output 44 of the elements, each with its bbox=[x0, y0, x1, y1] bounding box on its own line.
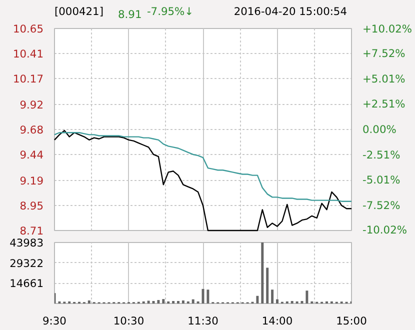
bar bbox=[261, 242, 264, 304]
y-tick-label: 14661 bbox=[10, 277, 44, 290]
bar bbox=[182, 300, 184, 304]
y-tick-label: 43983 bbox=[10, 236, 44, 250]
bar bbox=[157, 300, 160, 304]
bar bbox=[306, 290, 308, 304]
text: -7.95%↓ bbox=[146, 5, 194, 18]
x-tick-label: 14:00 bbox=[262, 314, 293, 328]
text: 8.91 bbox=[118, 8, 142, 22]
bar bbox=[162, 299, 165, 304]
bar bbox=[147, 300, 150, 304]
y2-tick-label: -5.01% bbox=[362, 174, 400, 186]
y-tick-label: 9.19 bbox=[20, 174, 44, 188]
y-tick-label: 10.65 bbox=[12, 22, 44, 36]
bar bbox=[271, 290, 274, 304]
x-tick-label: 11:30 bbox=[188, 314, 219, 328]
text: 2016-04-20 15:00:54 bbox=[234, 5, 348, 18]
y-tick-label: 29322 bbox=[10, 256, 44, 270]
y2-tick-label: +7.52% bbox=[362, 47, 406, 60]
line-series bbox=[54, 132, 352, 202]
x-tick-label: 15:00 bbox=[336, 314, 368, 328]
y-tick-label: 10.17 bbox=[12, 72, 44, 86]
x-tick-label: 10:30 bbox=[113, 314, 144, 328]
x-tick-label: 9:30 bbox=[42, 314, 67, 328]
y-tick-label: 8.95 bbox=[20, 200, 44, 213]
chart-title: [000421] bbox=[54, 5, 104, 18]
y2-tick-label: -7.52% bbox=[362, 198, 400, 212]
bar bbox=[256, 296, 259, 304]
bar bbox=[192, 299, 194, 304]
y2-tick-label: -10.02% bbox=[362, 224, 407, 236]
y2-tick-label: +5.01% bbox=[362, 72, 406, 86]
y-tick-label: 9.92 bbox=[20, 98, 44, 112]
bar bbox=[266, 268, 269, 304]
y-tick-label: 8.71 bbox=[20, 224, 44, 238]
y-tick-label: 10.41 bbox=[12, 47, 44, 60]
y2-tick-label: 0.00% bbox=[362, 123, 396, 136]
y2-tick-label: +10.02% bbox=[362, 22, 412, 36]
bar bbox=[276, 299, 278, 304]
y-tick-label: 9.68 bbox=[20, 124, 44, 136]
y2-tick-label: +2.51% bbox=[362, 98, 406, 111]
y2-tick-label: -2.51% bbox=[362, 148, 400, 162]
y-tick-label: 9.44 bbox=[20, 148, 44, 162]
bar bbox=[206, 290, 210, 304]
bar bbox=[88, 300, 90, 304]
